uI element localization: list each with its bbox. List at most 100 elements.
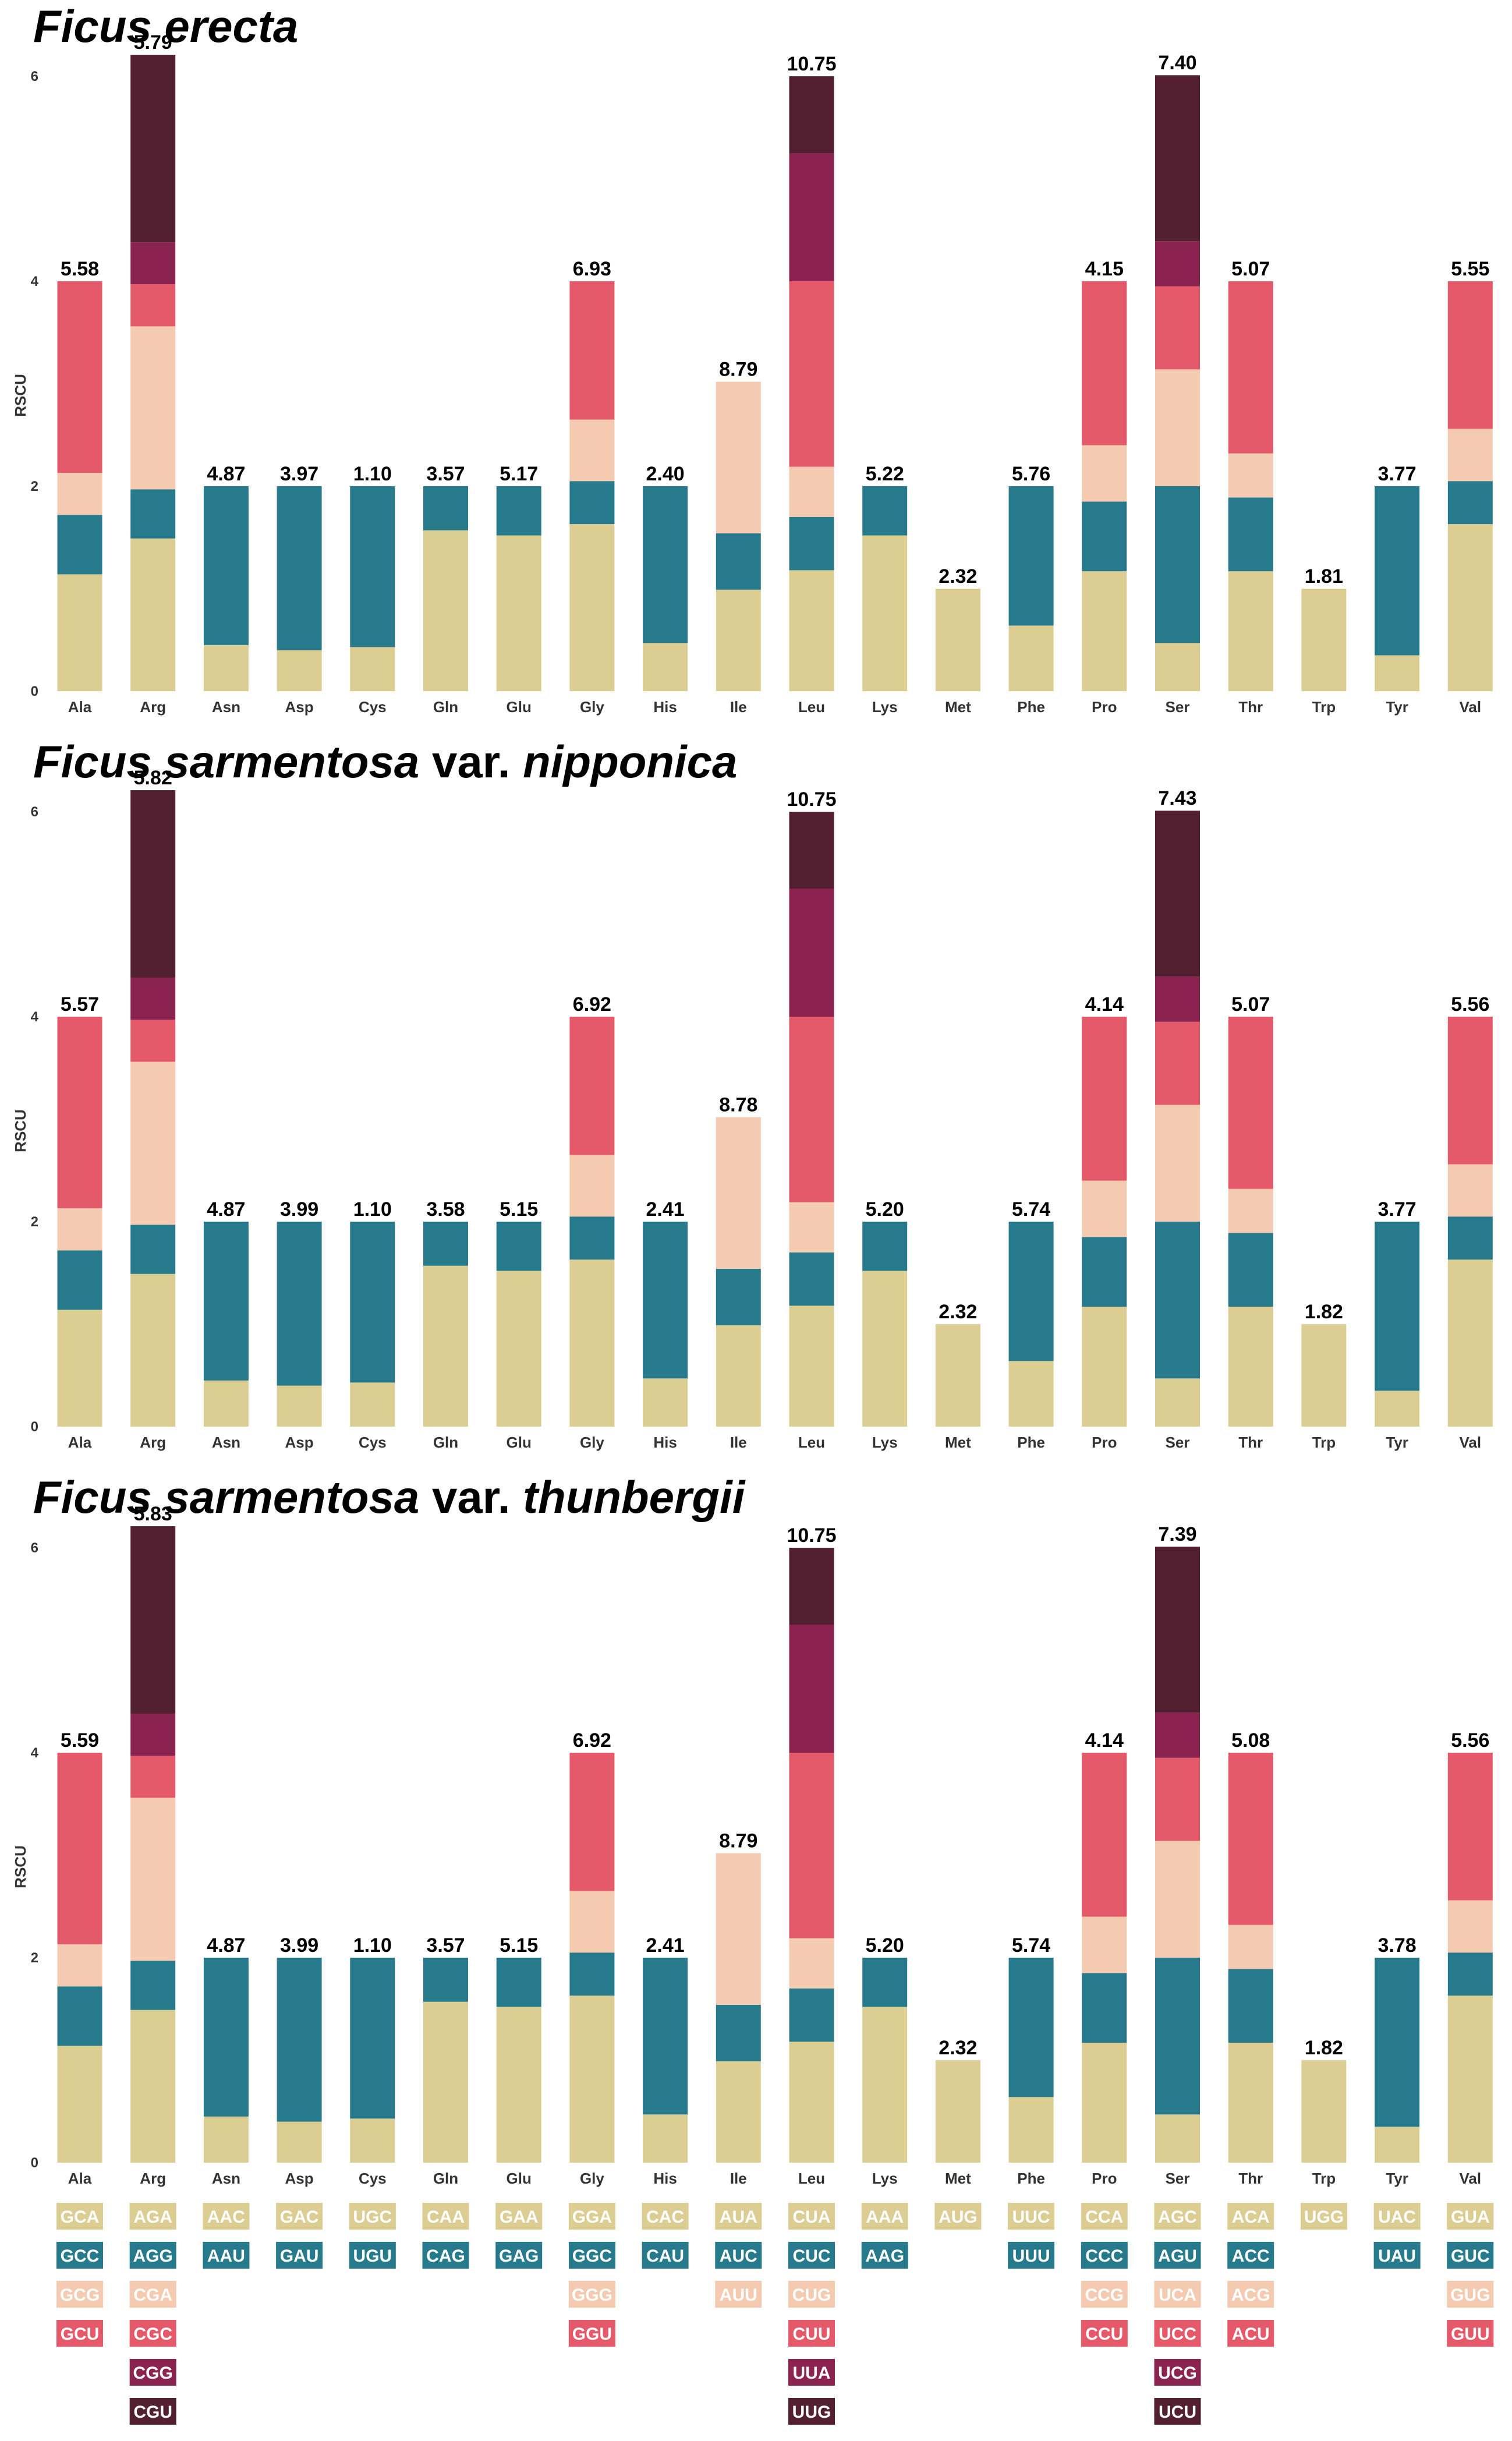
- bar-segment-Ser-AGU: [1155, 1958, 1200, 2115]
- x-tick-label-Ile: Ile: [730, 698, 747, 716]
- bar-segment-His-CAC: [643, 643, 688, 691]
- bar-segment-Cys-UGC: [350, 2118, 395, 2163]
- bar-segment-Tyr-UAU: [1375, 486, 1420, 656]
- codon-label-AAC: AAC: [207, 2207, 245, 2227]
- codon-label-ACC: ACC: [1232, 2247, 1270, 2266]
- bar-segment-Lys-AAA: [862, 2007, 908, 2163]
- title-epithet: nipponica: [523, 736, 737, 787]
- x-tick-label-Tyr: Tyr: [1386, 2170, 1408, 2187]
- bar-segment-Leu-CUA: [789, 2042, 834, 2163]
- codon-label-CCU: CCU: [1085, 2325, 1123, 2344]
- codon-box-UCA: [1154, 2281, 1201, 2308]
- codon-box-CCU: [1081, 2320, 1128, 2347]
- bar-segment-Leu-CUG: [789, 1938, 834, 1989]
- bar-segment-Phe-UUC: [1008, 1361, 1054, 1427]
- title-genus: Ficus sarmentosa: [33, 736, 419, 787]
- codon-box-CCC: [1081, 2242, 1128, 2269]
- total-label-Phe: 5.74: [1012, 1934, 1050, 1957]
- codon-label-GUC: GUC: [1451, 2247, 1490, 2266]
- total-label-Met: 2.32: [939, 565, 977, 588]
- bar-segment-Ala-GCA: [57, 1310, 102, 1427]
- bar-segment-Arg-CGC: [130, 1020, 176, 1062]
- codon-label-UUC: UUC: [1012, 2207, 1050, 2227]
- codon-box-AUC: [715, 2242, 762, 2269]
- panel-3: Ficus sarmentosa var. thunbergii RSCU 0 2 4 6…: [12, 1471, 1493, 2187]
- x-tick-label-Trp: Trp: [1312, 2170, 1336, 2187]
- total-label-Leu: 10.75: [787, 788, 836, 811]
- bar-segment-Val-GUC: [1447, 1952, 1493, 1996]
- bar-segment-Pro-CCC: [1082, 501, 1127, 572]
- bar-segment-Pro-CCU: [1082, 1753, 1127, 1917]
- codon-label-CAG: CAG: [426, 2247, 465, 2266]
- total-label-Trp: 1.82: [1305, 1301, 1343, 1323]
- x-tick-label-Asp: Asp: [285, 2170, 314, 2187]
- total-label-Val: 5.56: [1451, 1729, 1489, 1752]
- codon-label-AUC: AUC: [720, 2247, 757, 2266]
- x-tick-label-Lys: Lys: [872, 2170, 898, 2187]
- total-label-Glu: 5.15: [500, 1198, 538, 1220]
- x-tick-label-Ser: Ser: [1166, 1434, 1190, 1451]
- bar-segment-Gln-CAG: [423, 1222, 468, 1266]
- bar-segment-Ile-AUU: [716, 1853, 761, 2005]
- codon-label-AGA: AGA: [133, 2207, 172, 2227]
- bar-segment-Arg-AGA: [130, 1273, 176, 1427]
- codon-label-GGU: GGU: [572, 2325, 612, 2344]
- codon-label-UUU: UUU: [1012, 2247, 1050, 2266]
- bar-segment-Lys-AAG: [862, 1958, 908, 2007]
- x-tick-label-Leu: Leu: [798, 1434, 825, 1451]
- bar-segment-Val-GUG: [1447, 429, 1493, 482]
- y-tick-label: 6: [31, 804, 38, 820]
- bar-segment-Gly-GGA: [569, 1996, 615, 2163]
- bar-segment-Val-GUC: [1447, 1216, 1493, 1260]
- x-tick-label-Gly: Gly: [580, 1434, 604, 1451]
- codon-label-CGC: CGC: [133, 2325, 172, 2344]
- total-label-Asp: 3.99: [280, 1198, 318, 1220]
- bar-segment-Ser-UCU: [1155, 811, 1200, 977]
- bar-segment-Glu-GAG: [496, 486, 541, 536]
- codon-box-AGC: [1154, 2203, 1201, 2230]
- codon-label-AGC: AGC: [1158, 2207, 1197, 2227]
- bar-segment-Ser-UCC: [1155, 1757, 1200, 1841]
- bar-segment-Cys-UGU: [350, 486, 395, 648]
- codon-box-AUG: [934, 2203, 982, 2230]
- bar-segment-Trp-UGG: [1301, 1324, 1347, 1427]
- x-tick-label-Ile: Ile: [730, 2170, 747, 2187]
- bar-segment-Gln-CAG: [423, 486, 468, 530]
- bar-segment-Gln-CAG: [423, 1958, 468, 2002]
- bar-segment-Ile-AUU: [716, 1117, 761, 1269]
- total-label-Arg: 5.79: [134, 31, 172, 54]
- bar-segment-Thr-ACA: [1228, 2043, 1273, 2163]
- bar-segment-Ala-GCC: [57, 1986, 102, 2046]
- codon-box-AGU: [1154, 2242, 1201, 2269]
- total-label-Met: 2.32: [939, 2037, 977, 2059]
- codon-label-UGC: UGC: [353, 2207, 392, 2227]
- total-label-Trp: 1.81: [1305, 565, 1343, 588]
- codon-label-UGU: UGU: [353, 2247, 392, 2266]
- bar-segment-Leu-CUC: [789, 516, 834, 571]
- bar-segment-Ala-GCA: [57, 574, 102, 691]
- bar-segment-Arg-CGG: [130, 1714, 176, 1756]
- codon-box-GGA: [568, 2203, 615, 2230]
- bar-segment-Phe-UUC: [1008, 2097, 1054, 2163]
- bar-segment-His-CAC: [643, 2114, 688, 2163]
- y-tick-label: 0: [31, 1419, 38, 1435]
- codon-box-AAG: [861, 2242, 908, 2269]
- bar-segment-Pro-CCA: [1082, 571, 1127, 691]
- bar-segment-Gln-CAA: [423, 530, 468, 691]
- bar-segment-Ile-AUC: [716, 1268, 761, 1325]
- y-tick-label: 2: [31, 479, 38, 494]
- x-tick-label-Lys: Lys: [872, 1434, 898, 1451]
- x-tick-label-Thr: Thr: [1238, 2170, 1263, 2187]
- x-tick-label-Val: Val: [1460, 2170, 1482, 2187]
- codon-label-UUA: UUA: [793, 2364, 831, 2383]
- bar-segment-Val-GUA: [1447, 1260, 1493, 1427]
- codon-box-GCA: [56, 2203, 103, 2230]
- codon-box-UUC: [1008, 2203, 1055, 2230]
- bar-segment-Cys-UGC: [350, 647, 395, 691]
- bar-segment-Leu-CUU: [789, 281, 834, 467]
- total-label-Phe: 5.74: [1012, 1198, 1050, 1220]
- codon-label-AGG: AGG: [133, 2247, 173, 2266]
- bar-segment-Leu-CUC: [789, 1988, 834, 2042]
- bar-segment-Gly-GGA: [569, 1260, 615, 1427]
- codon-label-GGA: GGA: [572, 2207, 612, 2227]
